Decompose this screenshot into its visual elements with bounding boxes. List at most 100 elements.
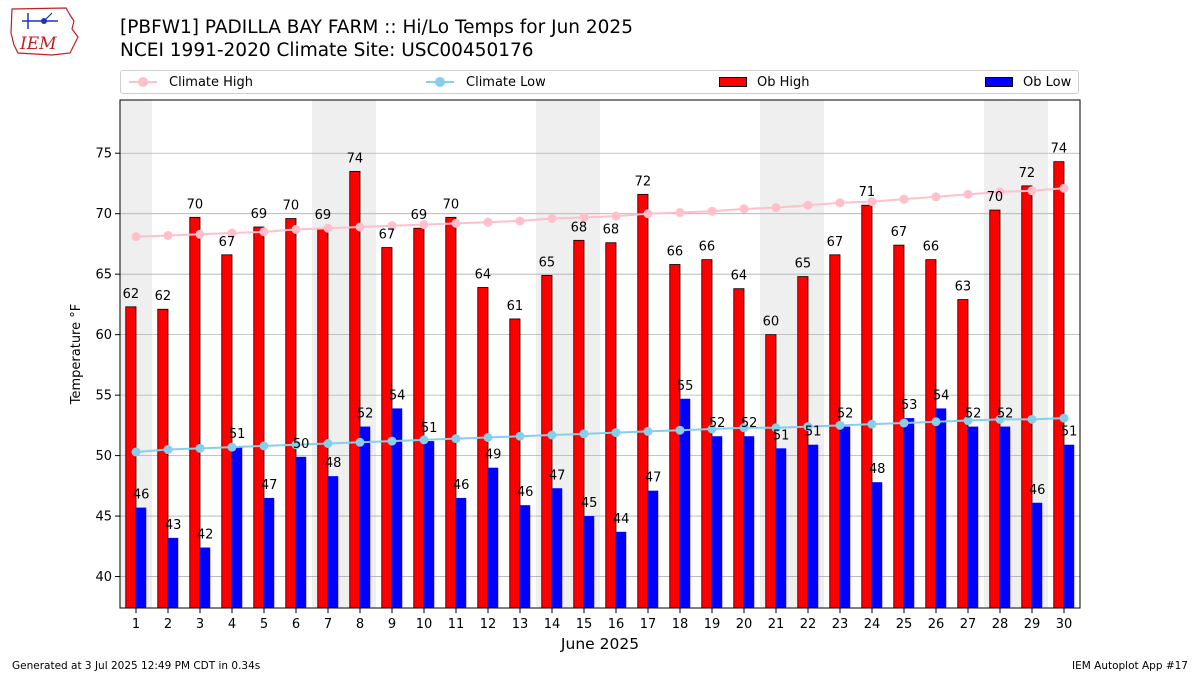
ob-high-bar-day-21 (765, 334, 777, 609)
ob-high-bar-day-22 (797, 276, 809, 609)
climate-high-point-day-22 (803, 200, 813, 210)
legend-ob-low-swatch (985, 77, 1013, 87)
x-tick-label-day-11: 11 (448, 617, 465, 632)
svg-text:IEM: IEM (19, 34, 57, 54)
ob-high-label-day-29: 72 (1019, 166, 1036, 181)
ob-low-label-day-19: 52 (709, 416, 726, 431)
chart-title: [PBFW1] PADILLA BAY FARM :: Hi/Lo Temps … (120, 17, 633, 38)
ob-high-label-day-25: 67 (891, 225, 908, 240)
climate-high-point-day-18 (675, 207, 685, 217)
climate-low-point-day-23 (835, 420, 845, 430)
x-tick-label-day-17: 17 (640, 617, 657, 632)
climate-low-point-day-4 (227, 442, 237, 452)
ob-high-label-day-9: 67 (379, 228, 396, 243)
climate-high-point-day-5 (259, 227, 269, 237)
legend-climate-low-marker (426, 77, 454, 87)
ob-high-label-day-1: 62 (123, 287, 140, 302)
ob-low-label-day-5: 47 (261, 478, 278, 493)
x-tick-label-day-7: 7 (324, 617, 332, 632)
ob-high-bar-day-26 (925, 259, 937, 609)
ob-high-bar-day-23 (829, 254, 841, 609)
ob-low-label-day-18: 55 (677, 379, 694, 394)
climate-low-point-day-24 (867, 419, 877, 429)
ob-low-label-day-12: 49 (485, 448, 502, 463)
ob-high-bar-day-19 (701, 259, 713, 609)
y-tick-label-65: 65 (95, 268, 112, 283)
ob-high-label-day-4: 67 (219, 235, 236, 250)
legend-ob-low: Ob Low (985, 71, 1071, 93)
ob-high-bar-day-2 (157, 308, 169, 609)
ob-high-label-day-15: 68 (571, 220, 588, 235)
climate-high-point-day-14 (547, 214, 557, 224)
ob-low-bar-day-11 (456, 497, 467, 608)
x-tick-label-day-22: 22 (800, 617, 817, 632)
ob-high-label-day-22: 65 (795, 257, 812, 272)
ob-high-bar-day-20 (733, 288, 745, 609)
x-axis-label: June 2025 (560, 635, 639, 653)
climate-high-point-day-13 (515, 216, 525, 226)
y-tick-label-70: 70 (95, 207, 112, 222)
x-tick-label-day-30: 30 (1056, 617, 1073, 632)
climate-low-point-day-7 (323, 439, 333, 449)
y-tick-label-60: 60 (95, 328, 112, 343)
x-tick-label-day-27: 27 (960, 617, 977, 632)
climate-high-point-day-30 (1059, 183, 1069, 193)
ob-low-bar-day-5 (264, 497, 275, 608)
ob-high-label-day-5: 69 (251, 207, 268, 222)
x-tick-label-day-1: 1 (132, 617, 140, 632)
ob-high-label-day-28: 70 (987, 190, 1004, 205)
ob-low-label-day-21: 51 (773, 428, 790, 443)
x-tick-label-day-16: 16 (608, 617, 625, 632)
x-tick-label-day-5: 5 (260, 617, 268, 632)
climate-high-point-day-29 (1027, 186, 1037, 196)
climate-low-point-day-2 (163, 445, 173, 455)
ob-high-bar-day-30 (1053, 161, 1065, 609)
legend-climate-high-marker (129, 77, 157, 87)
climate-low-point-day-5 (259, 441, 269, 451)
climate-low-point-day-22 (803, 422, 813, 432)
ob-low-bar-day-19 (712, 436, 723, 608)
ob-low-label-day-10: 51 (421, 421, 438, 436)
climate-high-point-day-7 (323, 223, 333, 233)
x-tick-label-day-25: 25 (896, 617, 913, 632)
climate-high-point-day-15 (579, 212, 589, 222)
ob-low-label-day-16: 44 (613, 512, 630, 527)
ob-low-label-day-3: 42 (197, 528, 214, 543)
x-tick-label-day-3: 3 (196, 617, 204, 632)
ob-high-bar-day-1 (125, 306, 137, 609)
x-tick-label-day-28: 28 (992, 617, 1009, 632)
climate-low-point-day-11 (451, 434, 461, 444)
ob-high-bar-day-18 (669, 264, 681, 609)
ob-low-bar-day-29 (1032, 502, 1043, 608)
chart-subtitle: NCEI 1991-2020 Climate Site: USC00450176 (120, 40, 534, 61)
ob-high-label-day-17: 72 (635, 174, 652, 189)
x-tick-label-day-6: 6 (292, 617, 300, 632)
plot-frame (119, 99, 1081, 609)
climate-high-line (135, 187, 1065, 238)
ob-high-bar-day-8 (349, 170, 361, 609)
ob-high-bar-day-14 (541, 274, 553, 609)
climate-high-point-day-26 (931, 192, 941, 202)
y-tick-label-45: 45 (95, 510, 112, 525)
legend-climate-high: Climate High (129, 71, 253, 93)
ob-high-label-day-26: 66 (923, 240, 940, 255)
ob-low-label-day-14: 47 (549, 468, 566, 483)
climate-low-point-day-19 (707, 424, 717, 434)
climate-high-point-day-25 (899, 194, 909, 204)
ob-high-label-day-18: 66 (667, 244, 684, 259)
ob-low-bar-day-24 (872, 482, 883, 608)
ob-high-label-day-12: 64 (475, 267, 492, 282)
ob-low-bar-day-27 (968, 426, 979, 608)
ob-high-bar-day-16 (605, 242, 617, 609)
x-tick-label-day-23: 23 (832, 617, 849, 632)
legend-ob-low-label: Ob Low (1023, 74, 1072, 90)
climate-low-point-day-12 (483, 432, 493, 442)
ob-high-bar-day-10 (413, 227, 425, 609)
legend-climate-low-label: Climate Low (466, 74, 546, 90)
climate-high-point-day-16 (611, 211, 621, 221)
legend-ob-high-label: Ob High (757, 74, 810, 90)
ob-low-label-day-11: 46 (453, 478, 470, 493)
climate-high-point-day-9 (387, 221, 397, 231)
ob-high-label-day-8: 74 (347, 151, 364, 166)
x-tick-label-day-8: 8 (356, 617, 364, 632)
